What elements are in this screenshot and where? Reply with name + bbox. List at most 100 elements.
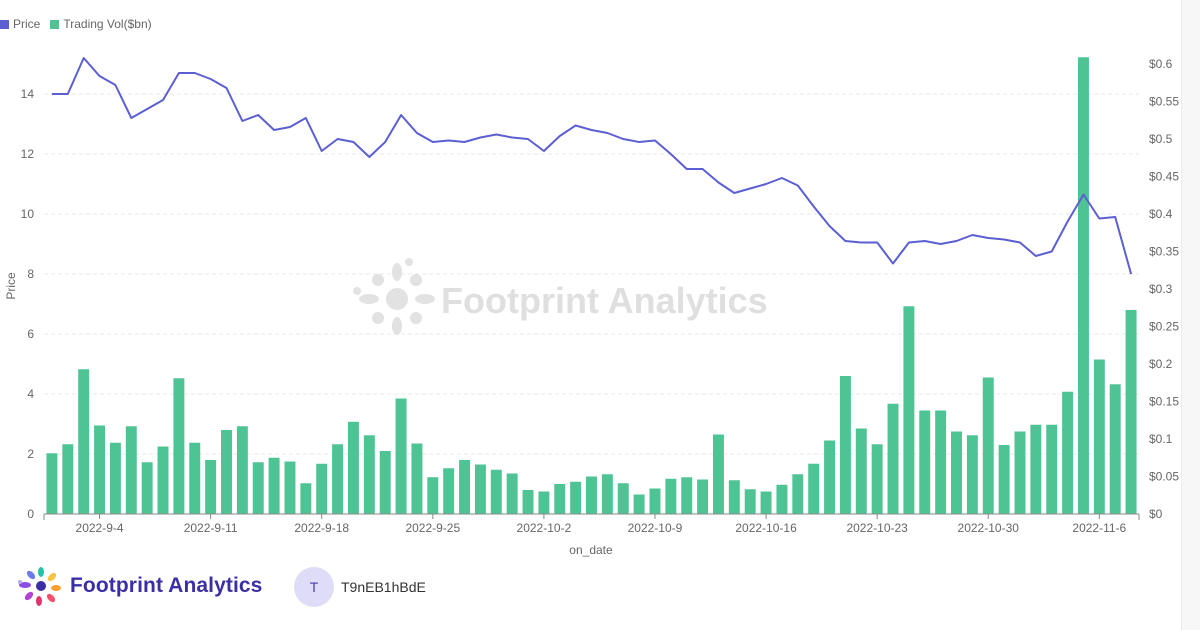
volume-bar[interactable] xyxy=(586,476,597,515)
volume-bar[interactable] xyxy=(490,469,502,514)
y-tick-label-left: 14 xyxy=(21,87,35,101)
footer-brand-name: Footprint Analytics xyxy=(70,574,263,597)
volume-bar[interactable] xyxy=(1014,431,1026,515)
volume-bar[interactable] xyxy=(966,435,978,514)
volume-bar[interactable] xyxy=(316,463,328,514)
legend-label-volume: Trading Vol($bn) xyxy=(63,17,152,31)
chart-legend: Price Trading Vol($bn) xyxy=(0,17,152,31)
legend-item-volume[interactable]: Trading Vol($bn) xyxy=(50,17,152,31)
x-tick-label: 2022-10-30 xyxy=(958,521,1020,535)
volume-bar[interactable] xyxy=(871,444,883,514)
price-line-group xyxy=(51,57,1133,275)
volume-bar[interactable] xyxy=(1109,384,1121,514)
volume-bar[interactable] xyxy=(998,445,1010,514)
user-name: T9nEB1hBdE xyxy=(341,579,426,595)
y-tick-label-right: $0.1 xyxy=(1149,432,1173,446)
volume-bar[interactable] xyxy=(982,377,994,515)
volume-bar[interactable] xyxy=(94,425,106,515)
volume-bar[interactable] xyxy=(601,474,613,514)
volume-bar[interactable] xyxy=(617,483,629,514)
volume-bar[interactable] xyxy=(808,463,820,514)
volume-bar[interactable] xyxy=(46,453,58,514)
volume-bar[interactable] xyxy=(347,421,359,514)
volume-bar[interactable] xyxy=(78,369,90,514)
y-tick-label-left: 8 xyxy=(27,267,34,281)
watermark: Footprint Analytics xyxy=(353,258,768,335)
legend-swatch-volume xyxy=(50,19,60,29)
x-tick-label: 2022-9-18 xyxy=(294,521,349,535)
volume-bar[interactable] xyxy=(824,440,836,515)
legend-swatch-price xyxy=(0,19,9,29)
volume-bar[interactable] xyxy=(728,480,740,514)
volume-bar[interactable] xyxy=(443,468,455,514)
volume-bar[interactable] xyxy=(839,376,851,514)
volume-bar[interactable] xyxy=(887,403,899,514)
volume-bar[interactable] xyxy=(157,446,169,515)
avatar: T xyxy=(294,567,334,607)
y-tick-label-right: $0.3 xyxy=(1149,282,1173,296)
volume-bar[interactable] xyxy=(522,490,534,514)
volume-bar[interactable] xyxy=(221,430,232,514)
volume-bar[interactable] xyxy=(474,464,486,515)
volume-bar[interactable] xyxy=(189,442,201,514)
volume-bar[interactable] xyxy=(236,426,248,514)
volume-bar[interactable] xyxy=(538,491,550,515)
footer-brand[interactable]: Footprint Analytics xyxy=(18,566,262,606)
footer-user[interactable]: T T9nEB1hBdE xyxy=(294,567,426,607)
volume-bar[interactable] xyxy=(1062,391,1074,514)
volume-bar[interactable] xyxy=(141,462,153,514)
volume-bar[interactable] xyxy=(697,479,709,515)
volume-bar[interactable] xyxy=(109,442,121,514)
y-tick-label-right: $0.15 xyxy=(1149,395,1179,409)
volume-bar[interactable] xyxy=(649,488,661,515)
volume-bar[interactable] xyxy=(268,457,280,514)
volume-bar[interactable] xyxy=(379,451,391,514)
volume-bar[interactable] xyxy=(554,484,566,514)
volume-bar[interactable] xyxy=(1093,359,1105,515)
x-tick-label: 2022-9-11 xyxy=(184,521,238,535)
price-line[interactable] xyxy=(51,57,1133,275)
watermark-logo-icon xyxy=(353,258,435,335)
volume-bar[interactable] xyxy=(665,478,677,514)
volume-bar[interactable] xyxy=(935,410,947,515)
volume-bar[interactable] xyxy=(951,431,962,515)
volume-bar[interactable] xyxy=(1046,424,1058,514)
volume-bar[interactable] xyxy=(332,444,344,514)
volume-bar[interactable] xyxy=(125,426,137,514)
volume-bar[interactable] xyxy=(411,443,423,515)
combo-chart: Footprint Analytics 0 2 4 6 8 10 12 14 $0 $0.05 $0… xyxy=(4,57,1179,557)
volume-bar[interactable] xyxy=(427,477,439,514)
volume-bar[interactable] xyxy=(205,460,217,514)
volume-bar[interactable] xyxy=(1077,57,1089,514)
volume-bar[interactable] xyxy=(903,306,915,514)
volume-bar[interactable] xyxy=(760,491,772,515)
y-axis-label-left: Price xyxy=(4,272,18,300)
volume-bar[interactable] xyxy=(633,494,645,515)
volume-bar[interactable] xyxy=(363,435,375,514)
y-tick-label-right: $0.2 xyxy=(1149,357,1173,371)
volume-bar[interactable] xyxy=(506,473,518,515)
scrollbar-track[interactable] xyxy=(1181,0,1200,630)
volume-bar[interactable] xyxy=(62,444,74,514)
y-tick-label-right: $0.5 xyxy=(1149,132,1173,146)
y-tick-label-left: 12 xyxy=(21,147,35,161)
volume-bar[interactable] xyxy=(570,481,582,514)
volume-bar[interactable] xyxy=(792,474,804,514)
volume-bar[interactable] xyxy=(855,428,867,515)
volume-bar[interactable] xyxy=(284,461,296,515)
volume-bar[interactable] xyxy=(395,398,407,515)
volume-bar[interactable] xyxy=(1030,424,1042,514)
volume-bar[interactable] xyxy=(776,484,788,514)
x-axis-label: on_date xyxy=(569,543,613,557)
volume-bar[interactable] xyxy=(1125,310,1137,514)
volume-bar[interactable] xyxy=(252,462,264,514)
volume-bar[interactable] xyxy=(712,434,724,515)
volume-bar[interactable] xyxy=(459,460,471,514)
watermark-text: Footprint Analytics xyxy=(441,280,768,321)
volume-bar[interactable] xyxy=(173,378,185,514)
legend-item-price[interactable]: Price xyxy=(0,17,40,31)
volume-bar[interactable] xyxy=(744,489,756,514)
volume-bar[interactable] xyxy=(681,477,693,514)
volume-bar[interactable] xyxy=(300,483,312,514)
volume-bar[interactable] xyxy=(919,410,931,515)
